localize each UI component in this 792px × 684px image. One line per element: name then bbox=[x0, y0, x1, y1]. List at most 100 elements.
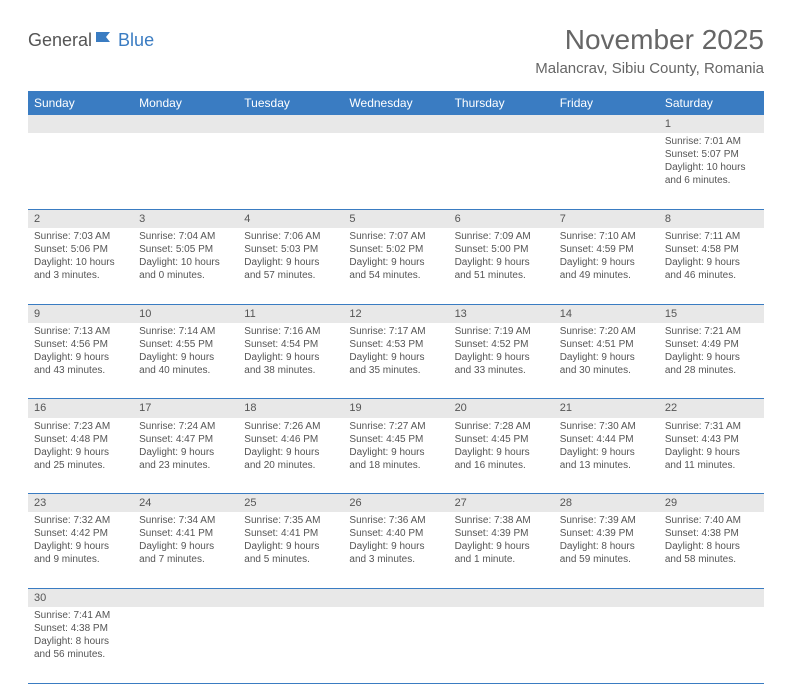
day-content-cell: Sunrise: 7:20 AMSunset: 4:51 PMDaylight:… bbox=[554, 323, 659, 399]
day-number-cell: 29 bbox=[659, 494, 764, 513]
day-number-cell: 15 bbox=[659, 304, 764, 323]
day-number-cell: 26 bbox=[343, 494, 448, 513]
day-content-cell: Sunrise: 7:13 AMSunset: 4:56 PMDaylight:… bbox=[28, 323, 133, 399]
sunrise-line: Sunrise: 7:16 AM bbox=[244, 325, 337, 338]
sunrise-line: Sunrise: 7:39 AM bbox=[560, 514, 653, 527]
day-content-cell: Sunrise: 7:01 AMSunset: 5:07 PMDaylight:… bbox=[659, 133, 764, 209]
day-number-cell: 18 bbox=[238, 399, 343, 418]
day-number-cell bbox=[343, 115, 448, 133]
day-number-cell: 10 bbox=[133, 304, 238, 323]
day-number-cell bbox=[554, 588, 659, 607]
day-content-cell bbox=[554, 607, 659, 683]
day-content-cell: Sunrise: 7:09 AMSunset: 5:00 PMDaylight:… bbox=[449, 228, 554, 304]
day-number-row: 9101112131415 bbox=[28, 304, 764, 323]
day-number-cell: 25 bbox=[238, 494, 343, 513]
day-content-cell bbox=[133, 133, 238, 209]
daylight-line: Daylight: 9 hours and 23 minutes. bbox=[139, 446, 232, 472]
day-number-cell: 20 bbox=[449, 399, 554, 418]
daylight-line: Daylight: 10 hours and 6 minutes. bbox=[665, 161, 758, 187]
day-number-cell: 3 bbox=[133, 209, 238, 228]
sunrise-line: Sunrise: 7:30 AM bbox=[560, 420, 653, 433]
sunrise-line: Sunrise: 7:36 AM bbox=[349, 514, 442, 527]
weekday-header: Friday bbox=[554, 91, 659, 115]
day-content-row: Sunrise: 7:41 AMSunset: 4:38 PMDaylight:… bbox=[28, 607, 764, 683]
sunrise-line: Sunrise: 7:17 AM bbox=[349, 325, 442, 338]
day-number-cell bbox=[449, 115, 554, 133]
day-number-row: 2345678 bbox=[28, 209, 764, 228]
day-content-cell: Sunrise: 7:35 AMSunset: 4:41 PMDaylight:… bbox=[238, 512, 343, 588]
sunrise-line: Sunrise: 7:19 AM bbox=[455, 325, 548, 338]
day-content-cell: Sunrise: 7:40 AMSunset: 4:38 PMDaylight:… bbox=[659, 512, 764, 588]
day-content-row: Sunrise: 7:13 AMSunset: 4:56 PMDaylight:… bbox=[28, 323, 764, 399]
sunset-line: Sunset: 4:48 PM bbox=[34, 433, 127, 446]
daylight-line: Daylight: 9 hours and 28 minutes. bbox=[665, 351, 758, 377]
sunrise-line: Sunrise: 7:41 AM bbox=[34, 609, 127, 622]
sunset-line: Sunset: 5:05 PM bbox=[139, 243, 232, 256]
day-number-cell: 21 bbox=[554, 399, 659, 418]
header: General Blue November 2025 Malancrav, Si… bbox=[28, 24, 764, 77]
daylight-line: Daylight: 10 hours and 3 minutes. bbox=[34, 256, 127, 282]
day-number-cell bbox=[554, 115, 659, 133]
day-number-row: 16171819202122 bbox=[28, 399, 764, 418]
day-content-cell: Sunrise: 7:11 AMSunset: 4:58 PMDaylight:… bbox=[659, 228, 764, 304]
sunrise-line: Sunrise: 7:03 AM bbox=[34, 230, 127, 243]
day-number-cell: 7 bbox=[554, 209, 659, 228]
weekday-header: Monday bbox=[133, 91, 238, 115]
sunrise-line: Sunrise: 7:21 AM bbox=[665, 325, 758, 338]
day-number-cell bbox=[133, 588, 238, 607]
sunrise-line: Sunrise: 7:32 AM bbox=[34, 514, 127, 527]
day-number-cell bbox=[343, 588, 448, 607]
sunset-line: Sunset: 4:59 PM bbox=[560, 243, 653, 256]
day-number-cell: 12 bbox=[343, 304, 448, 323]
daylight-line: Daylight: 9 hours and 30 minutes. bbox=[560, 351, 653, 377]
daylight-line: Daylight: 9 hours and 33 minutes. bbox=[455, 351, 548, 377]
day-content-cell: Sunrise: 7:41 AMSunset: 4:38 PMDaylight:… bbox=[28, 607, 133, 683]
daylight-line: Daylight: 9 hours and 57 minutes. bbox=[244, 256, 337, 282]
day-content-cell: Sunrise: 7:36 AMSunset: 4:40 PMDaylight:… bbox=[343, 512, 448, 588]
day-number-cell: 1 bbox=[659, 115, 764, 133]
day-number-cell bbox=[133, 115, 238, 133]
weekday-header: Saturday bbox=[659, 91, 764, 115]
sunset-line: Sunset: 4:41 PM bbox=[139, 527, 232, 540]
sunrise-line: Sunrise: 7:07 AM bbox=[349, 230, 442, 243]
sunrise-line: Sunrise: 7:31 AM bbox=[665, 420, 758, 433]
day-number-cell: 8 bbox=[659, 209, 764, 228]
sunrise-line: Sunrise: 7:20 AM bbox=[560, 325, 653, 338]
day-content-cell: Sunrise: 7:16 AMSunset: 4:54 PMDaylight:… bbox=[238, 323, 343, 399]
day-content-cell: Sunrise: 7:30 AMSunset: 4:44 PMDaylight:… bbox=[554, 418, 659, 494]
sunrise-line: Sunrise: 7:26 AM bbox=[244, 420, 337, 433]
sunrise-line: Sunrise: 7:10 AM bbox=[560, 230, 653, 243]
day-content-cell bbox=[343, 133, 448, 209]
sunset-line: Sunset: 4:40 PM bbox=[349, 527, 442, 540]
day-content-cell: Sunrise: 7:19 AMSunset: 4:52 PMDaylight:… bbox=[449, 323, 554, 399]
daylight-line: Daylight: 9 hours and 35 minutes. bbox=[349, 351, 442, 377]
sunset-line: Sunset: 4:45 PM bbox=[455, 433, 548, 446]
day-content-cell bbox=[238, 133, 343, 209]
calendar-table: Sunday Monday Tuesday Wednesday Thursday… bbox=[28, 91, 764, 684]
daylight-line: Daylight: 9 hours and 18 minutes. bbox=[349, 446, 442, 472]
day-number-row: 1 bbox=[28, 115, 764, 133]
day-content-cell bbox=[659, 607, 764, 683]
sunset-line: Sunset: 5:02 PM bbox=[349, 243, 442, 256]
daylight-line: Daylight: 8 hours and 59 minutes. bbox=[560, 540, 653, 566]
daylight-line: Daylight: 9 hours and 38 minutes. bbox=[244, 351, 337, 377]
daylight-line: Daylight: 9 hours and 7 minutes. bbox=[139, 540, 232, 566]
sunrise-line: Sunrise: 7:35 AM bbox=[244, 514, 337, 527]
daylight-line: Daylight: 9 hours and 5 minutes. bbox=[244, 540, 337, 566]
daylight-line: Daylight: 9 hours and 40 minutes. bbox=[139, 351, 232, 377]
daylight-line: Daylight: 8 hours and 56 minutes. bbox=[34, 635, 127, 661]
day-content-cell: Sunrise: 7:31 AMSunset: 4:43 PMDaylight:… bbox=[659, 418, 764, 494]
sunset-line: Sunset: 4:49 PM bbox=[665, 338, 758, 351]
sunset-line: Sunset: 4:41 PM bbox=[244, 527, 337, 540]
day-content-cell: Sunrise: 7:32 AMSunset: 4:42 PMDaylight:… bbox=[28, 512, 133, 588]
month-title: November 2025 bbox=[535, 24, 764, 56]
day-content-cell: Sunrise: 7:06 AMSunset: 5:03 PMDaylight:… bbox=[238, 228, 343, 304]
weekday-header: Wednesday bbox=[343, 91, 448, 115]
sunrise-line: Sunrise: 7:23 AM bbox=[34, 420, 127, 433]
sunrise-line: Sunrise: 7:01 AM bbox=[665, 135, 758, 148]
daylight-line: Daylight: 9 hours and 1 minute. bbox=[455, 540, 548, 566]
daylight-line: Daylight: 9 hours and 46 minutes. bbox=[665, 256, 758, 282]
day-number-cell: 4 bbox=[238, 209, 343, 228]
weekday-header: Sunday bbox=[28, 91, 133, 115]
day-number-cell: 24 bbox=[133, 494, 238, 513]
